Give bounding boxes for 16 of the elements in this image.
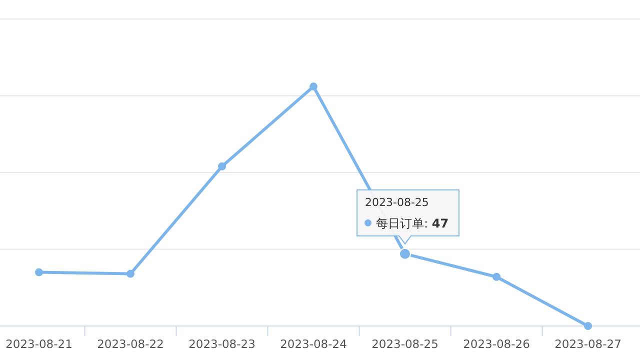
x-tick-label: 2023-08-22 xyxy=(97,337,164,351)
x-tick-label: 2023-08-21 xyxy=(6,337,72,351)
point xyxy=(584,322,592,330)
x-tick-label: 2023-08-23 xyxy=(188,337,256,351)
point xyxy=(492,272,500,281)
x-tick-label: 2023-08-25 xyxy=(372,337,438,351)
x-tick-label: 2023-08-26 xyxy=(463,337,530,351)
point xyxy=(35,268,43,276)
annotation: 2023-08-25 xyxy=(365,196,429,209)
x-tick-label: 2023-08-24 xyxy=(280,337,347,351)
point xyxy=(126,270,134,278)
point xyxy=(218,162,226,170)
legend-label: 每日订单: xyxy=(376,216,428,230)
x-tick-label: 2023-08-27 xyxy=(554,337,622,351)
data-label: 47 xyxy=(432,216,449,230)
point xyxy=(310,82,318,91)
